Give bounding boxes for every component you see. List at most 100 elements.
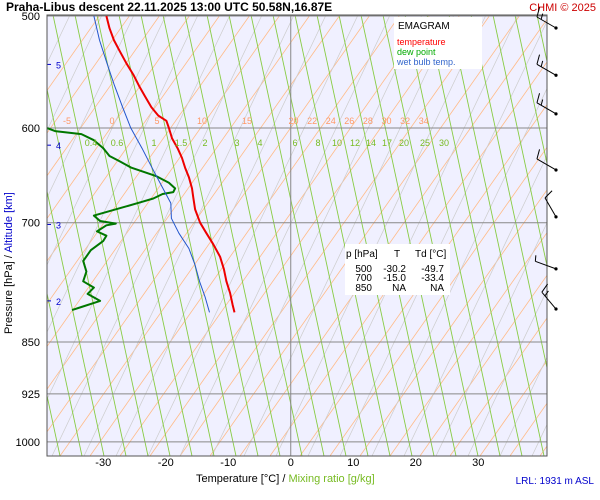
wind-barb-feather (536, 93, 541, 103)
moist-adiabat-line (211, 15, 423, 456)
wind-barb-staff (536, 63, 557, 76)
dry-adiabat-line (149, 15, 461, 456)
wind-barb-staff (544, 197, 557, 218)
mixing-ratio-label: 8 (315, 138, 320, 148)
altitude-tick-label: 4 (56, 141, 61, 151)
mixing-ratio-line (74, 15, 171, 456)
x-axis-title-temperature: Temperature [°C] (196, 473, 279, 485)
wind-barb-feather (540, 13, 544, 20)
temperature-tick-label: 20 (410, 457, 422, 469)
moist-adiabat-line (83, 15, 295, 456)
dry-adiabat-line (47, 15, 101, 92)
mixing-ratio-label: 1 (151, 138, 156, 148)
chart-header-title: Praha-Libus descent 22.11.2025 13:00 UTC… (6, 0, 332, 14)
moist-adiabat-line (47, 15, 135, 199)
temperature-profile-line (105, 15, 236, 313)
mixing-ratio-label: 2 (202, 138, 207, 148)
dry-adiabat-label: 28 (363, 116, 373, 126)
moist-adiabat-line (243, 15, 455, 456)
moist-adiabat-line (47, 15, 199, 333)
wind-barb-feather (540, 60, 544, 67)
mixing-ratio-label: 1.5 (175, 138, 188, 148)
plot-frame (46, 14, 548, 457)
summary-col-dewpoint: Td [°C] (415, 249, 446, 260)
mixing-ratio-line (250, 15, 347, 456)
y-axis-title: Pressure [hPa] / Altitude [km] (3, 192, 15, 334)
dry-adiabat-line (59, 15, 371, 456)
x-axis-title-separator: / (279, 473, 288, 485)
pressure-tick-label: 850 (22, 337, 40, 349)
wind-barb-feather (544, 190, 553, 199)
summary-row-700-td: -33.4 (421, 273, 444, 284)
dry-adiabat-label: 0 (109, 116, 114, 126)
summary-row-500-td: -49.7 (421, 264, 444, 275)
pressure-tick-label: 1000 (16, 437, 40, 449)
mixing-ratio-line (47, 291, 83, 456)
legend-temperature: temperature (397, 37, 446, 47)
dry-adiabat-label: 34 (419, 116, 429, 126)
dry-adiabat-line (89, 15, 401, 456)
wind-barb-staff (535, 260, 557, 270)
moist-adiabat-line (47, 15, 231, 401)
mixing-ratio-label: 17 (382, 138, 392, 148)
dry-adiabat-line (47, 15, 251, 305)
mixing-ratio-line (47, 87, 127, 456)
dry-adiabat-line (47, 15, 131, 134)
wind-barb-feather (534, 255, 537, 262)
dry-adiabat-label: 32 (400, 116, 410, 126)
mixing-ratio-label: 3 (234, 138, 239, 148)
mixing-ratio-line (316, 15, 413, 456)
temperature-tick-label: 10 (347, 457, 359, 469)
mixing-ratio-line (206, 15, 303, 456)
dry-adiabat-line (47, 15, 311, 390)
temperature-tick-label: 30 (472, 457, 484, 469)
dry-adiabat-line (299, 103, 547, 456)
y-axis-title-separator: / (3, 253, 15, 262)
legend-title: EMAGRAM (398, 21, 450, 32)
dry-adiabat-label: 26 (344, 116, 354, 126)
dry-adiabat-line (179, 15, 491, 456)
summary-row-500-p: 500 (355, 264, 372, 275)
legend-background (394, 17, 482, 69)
pressure-tick-label: 500 (22, 11, 40, 23)
y-axis-title-altitude: Altitude [km] (3, 192, 15, 253)
altitude-tick-label: 2 (56, 297, 61, 307)
summary-row-850-p: 850 (355, 283, 372, 294)
station-info: LRL: 1931 m ASL (516, 476, 595, 487)
dry-adiabat-line (209, 15, 521, 456)
dry-adiabat-label: 5 (154, 116, 159, 126)
mixing-ratio-label: 4 (257, 138, 262, 148)
moist-adiabat-line (147, 15, 359, 456)
summary-col-temperature: T (394, 249, 400, 260)
dry-adiabat-label: 15 (242, 116, 252, 126)
mixing-ratio-label: 25 (420, 138, 430, 148)
dry-adiabat-label: 24 (326, 116, 336, 126)
mixing-ratio-line (338, 15, 435, 456)
summary-row-500-t: -30.2 (383, 264, 406, 275)
wind-barb-feather (536, 7, 541, 18)
mixing-ratio-line (118, 15, 215, 456)
moist-adiabat-line (596, 15, 600, 456)
dry-adiabat-line (269, 61, 547, 456)
dry-adiabat-line (47, 15, 221, 262)
moist-adiabat-line (435, 222, 547, 456)
mixing-ratio-line (382, 15, 479, 456)
mixing-ratio-label: 20 (399, 138, 409, 148)
dry-adiabat-line (359, 189, 547, 456)
mixing-ratio-line (96, 15, 193, 456)
moist-adiabat-line (564, 15, 600, 456)
dry-adiabat-line (389, 231, 547, 456)
moist-adiabat-line (275, 15, 487, 456)
wind-barb-staff (536, 16, 557, 29)
wind-barb-feather (541, 283, 549, 293)
summary-table: p [hPa] T Td [°C] 500 -30.2 -49.7 700 -1… (345, 244, 450, 295)
dry-adiabat-line (47, 15, 161, 177)
mixing-ratio-line (294, 15, 391, 456)
dry-adiabat-line (119, 15, 431, 456)
mixing-ratio-label: 14 (366, 138, 376, 148)
dry-adiabat-line (479, 359, 547, 456)
summary-row-850-td: NA (430, 283, 444, 294)
moist-adiabat-line (499, 356, 547, 456)
moist-adiabat-line (371, 87, 547, 456)
